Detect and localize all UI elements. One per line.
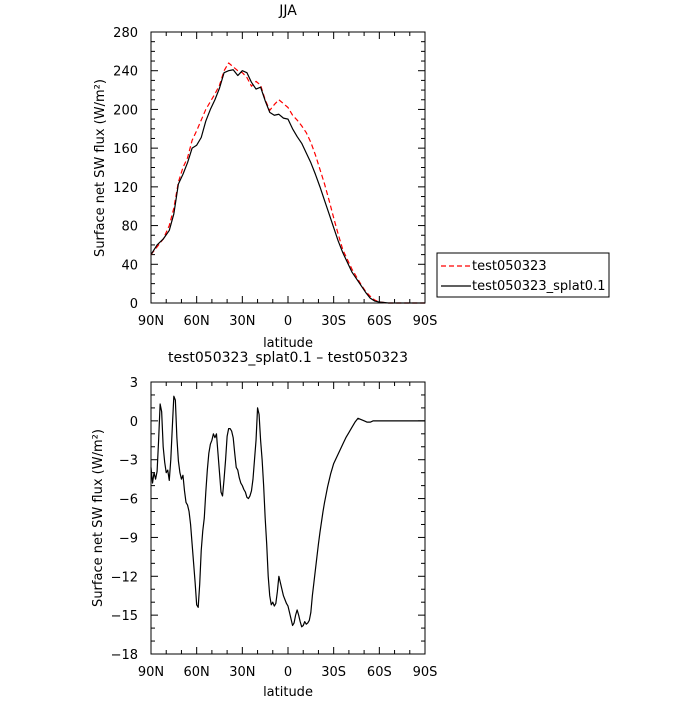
bottom-y-tick-label: 3 xyxy=(130,376,138,391)
legend-box xyxy=(436,252,610,298)
top-x-tick-label: 90S xyxy=(413,314,438,329)
top-series-line-test050323-splat0-1 xyxy=(150,69,425,304)
top-x-tick-label: 60S xyxy=(367,314,392,329)
bottom-y-tick-label: −18 xyxy=(111,648,138,663)
bottom-y-tick-label: −9 xyxy=(119,531,138,546)
top-x-tick-label: 90N xyxy=(138,314,164,329)
bottom-x-tick-label: 60S xyxy=(367,665,392,680)
top-y-tick-label: 200 xyxy=(113,103,138,118)
top-y-tick-label: 240 xyxy=(113,65,138,80)
bottom-y-tick-label: −6 xyxy=(119,493,138,508)
legend: test050323 test050323_splat0.1 xyxy=(436,252,610,298)
bottom-plot-content: 90N 60N 30N 0 30S 60S 90S 3 0 −3 −6 −9 −12 −15 −18 xyxy=(111,376,438,680)
bottom-x-tick-label: 90S xyxy=(413,665,438,680)
bottom-series-line-series-0 xyxy=(150,395,425,628)
bottom-y-tick-label: −15 xyxy=(111,609,138,624)
bottom-x-tick-label: 30S xyxy=(321,665,346,680)
top-y-tick-label: 280 xyxy=(113,26,138,41)
top-y-tick-label: 0 xyxy=(130,297,138,312)
top-plot-frame xyxy=(150,31,426,304)
bottom-x-tick-label: 30N xyxy=(229,665,255,680)
top-y-tick-label: 40 xyxy=(121,258,138,273)
top-y-axis-label: Surface net SW flux (W/m²) xyxy=(93,79,108,257)
legend-label-test050323: test050323 xyxy=(472,259,547,274)
bottom-y-tick-label: 0 xyxy=(130,415,138,430)
bottom-x-tick-label: 60N xyxy=(184,665,210,680)
bottom-x-tick-label: 0 xyxy=(284,665,292,680)
bottom-y-tick-label: −3 xyxy=(119,454,138,469)
bottom-x-tick-label: 90N xyxy=(138,665,164,680)
top-x-axis-label: latitude xyxy=(263,336,313,351)
legend-label-splat: test050323_splat0.1 xyxy=(472,279,605,294)
top-x-tick-label: 60N xyxy=(184,314,210,329)
bottom-plot-frame xyxy=(150,381,426,655)
bottom-y-tick-label: −12 xyxy=(111,570,138,585)
top-y-tick-label: 80 xyxy=(121,220,138,235)
top-x-tick-label: 30N xyxy=(229,314,255,329)
bottom-y-axis-label: Surface net SW flux (W/m²) xyxy=(91,429,106,607)
top-x-tick-label: 30S xyxy=(321,314,346,329)
bottom-panel: test050323_splat0.1 – test050323 90N 60N 3… xyxy=(91,350,437,700)
top-y-tick-label: 120 xyxy=(113,181,138,196)
bottom-chart-title: test050323_splat0.1 – test050323 xyxy=(168,350,408,366)
top-plot-content: 90N 60N 30N 0 30S 60S 90S 0 40 80 120 160 200 240 280 xyxy=(113,26,437,329)
bottom-x-axis-label: latitude xyxy=(263,685,313,700)
top-x-tick-label: 0 xyxy=(284,314,292,329)
top-panel: JJA 90N 60N 30N 0 30S 60S 90S 0 40 80 120 160 200 240… xyxy=(93,3,610,351)
top-series-line-test050323 xyxy=(150,62,425,304)
top-chart-title: JJA xyxy=(278,3,297,19)
top-y-tick-label: 160 xyxy=(113,142,138,157)
